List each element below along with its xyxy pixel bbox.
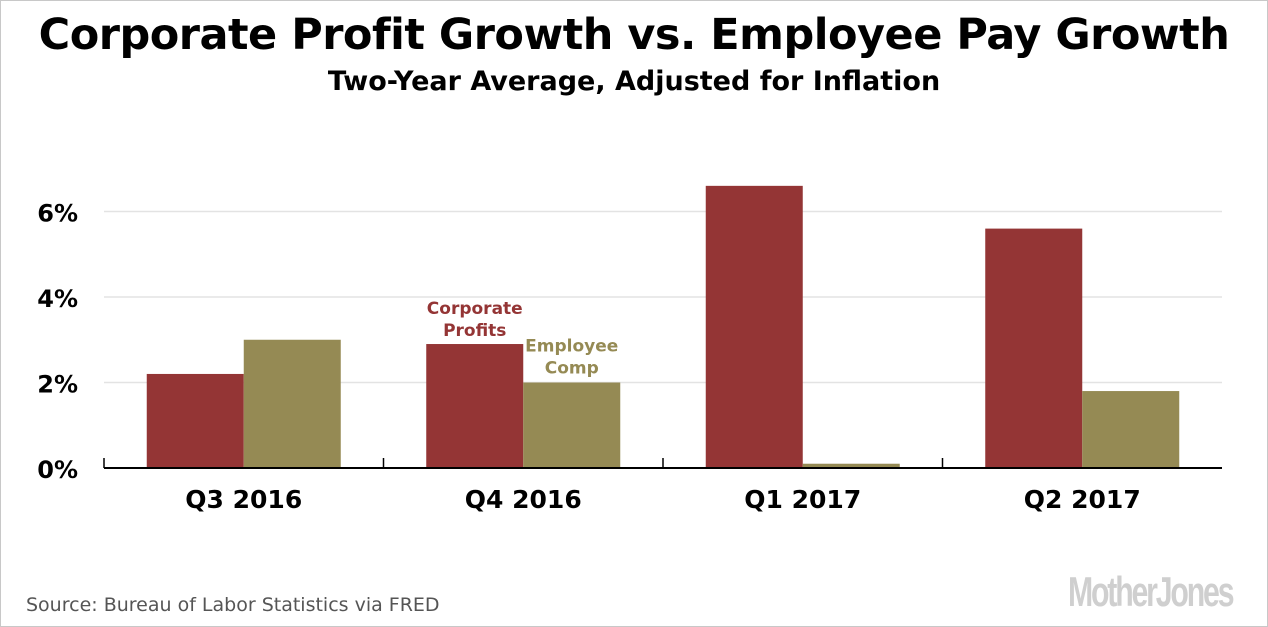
y-tick-label: 0%	[37, 456, 78, 484]
bar-corporate-profits	[426, 344, 524, 468]
legend-label-employee-comp: Employee	[525, 337, 618, 357]
bar-corporate-profits	[705, 185, 803, 468]
bar-employee-comp	[1082, 391, 1180, 468]
x-tick-label: Q4 2016	[465, 485, 582, 514]
legend-label-corporate-profits: Profits	[443, 321, 506, 341]
x-tick-label: Q3 2016	[185, 485, 302, 514]
mother-jones-logo: MotherJones	[1067, 568, 1235, 615]
bar-employee-comp	[802, 463, 900, 468]
x-tick-label: Q2 2017	[1024, 485, 1141, 514]
x-tick-label: Q1 2017	[744, 485, 861, 514]
legend-label-corporate-profits: Corporate	[427, 299, 523, 319]
bar-employee-comp	[243, 339, 341, 468]
bar-corporate-profits	[146, 373, 244, 468]
bar-corporate-profits	[985, 228, 1083, 468]
chart-subtitle: Two-Year Average, Adjusted for Inflation	[327, 66, 941, 97]
bar-employee-comp	[523, 382, 621, 468]
chart-title: Corporate Profit Growth vs. Employee Pay…	[38, 10, 1230, 60]
source-note: Source: Bureau of Labor Statistics via F…	[26, 594, 440, 616]
y-tick-label: 4%	[37, 285, 78, 313]
legend-label-employee-comp: Comp	[545, 359, 599, 379]
y-tick-label: 6%	[37, 200, 78, 228]
y-tick-label: 2%	[37, 371, 78, 399]
